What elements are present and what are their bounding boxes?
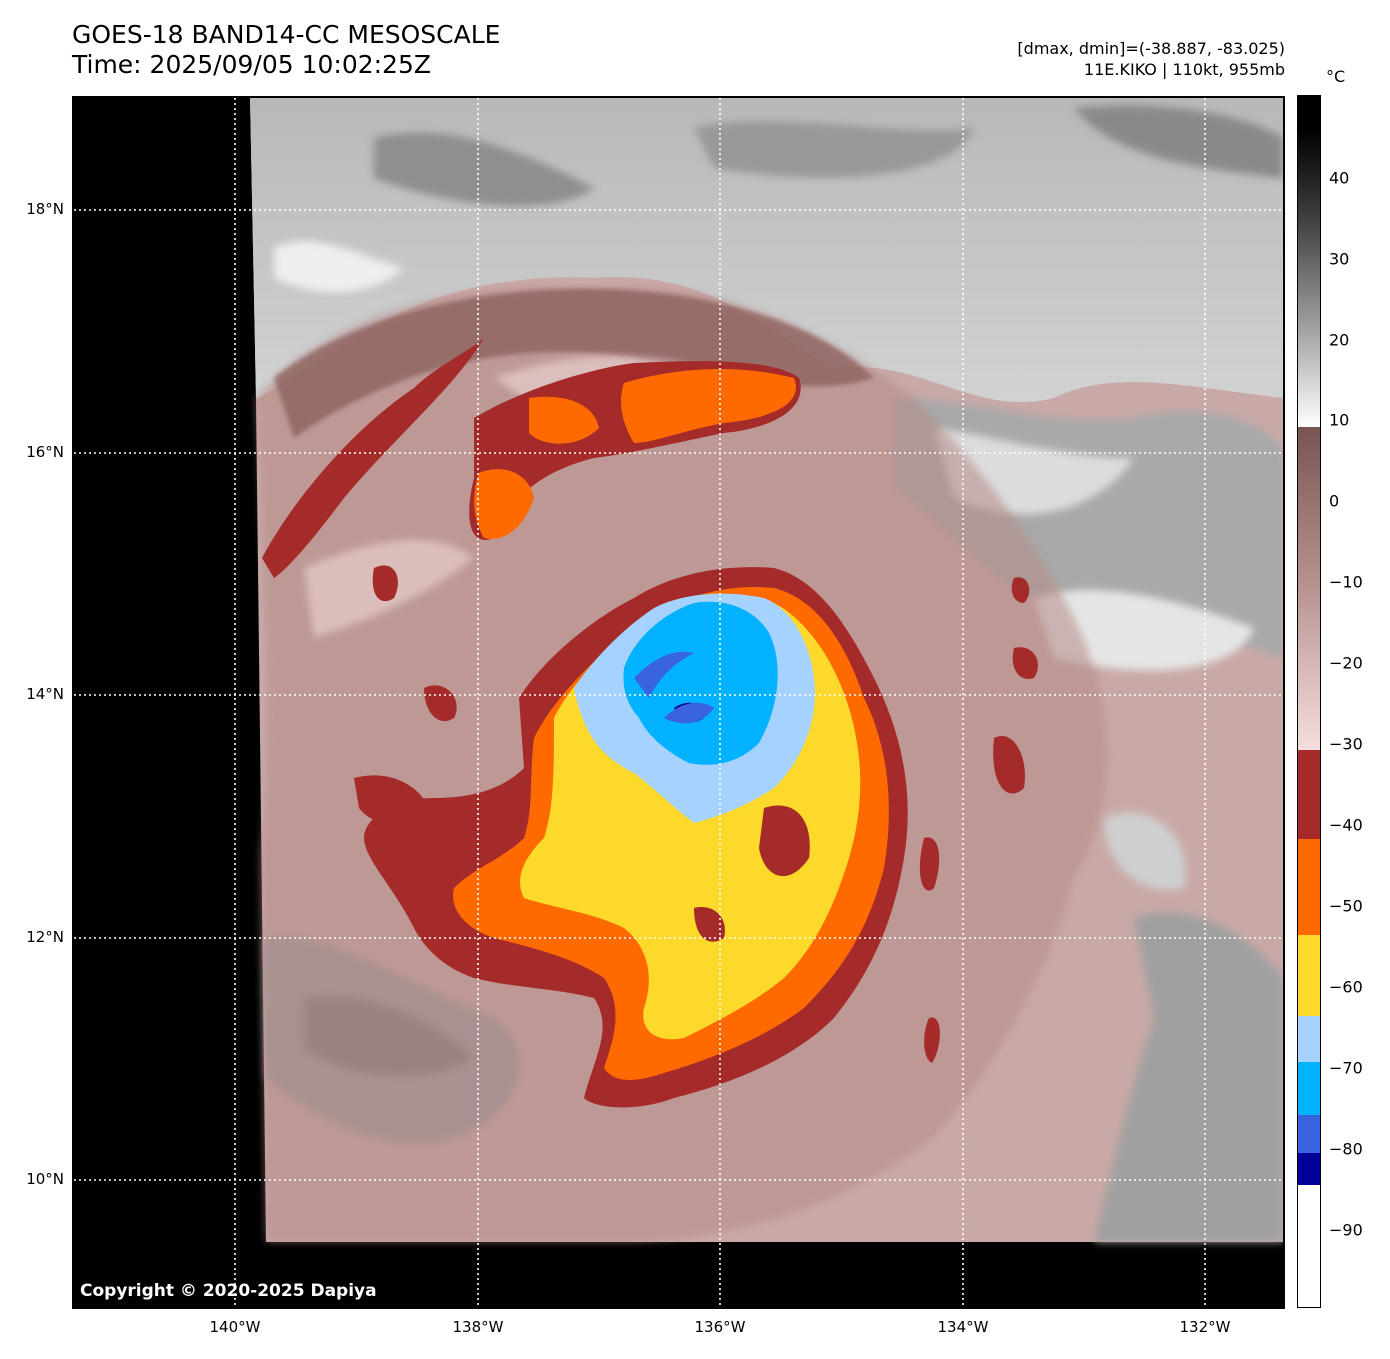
storm-info: [dmax, dmin]=(-38.887, -83.025) 11E.KIKO… xyxy=(1017,38,1285,80)
colorbar-tick-minus60: −60 xyxy=(1329,977,1363,997)
colorbar-tick-20: 20 xyxy=(1329,330,1350,350)
lat-label-16n: 16°N xyxy=(26,443,64,461)
lon-label-136w: 136°W xyxy=(694,1318,746,1336)
colorbar-tick-40: 40 xyxy=(1329,168,1350,188)
colorbar-tick-0: 0 xyxy=(1329,491,1340,511)
colorbar xyxy=(1297,95,1321,1308)
graticule xyxy=(74,98,1283,1307)
satellite-map: Copyright © 2020-2025 Dapiya xyxy=(72,96,1285,1309)
lat-label-14n: 14°N xyxy=(26,685,64,703)
lat-label-10n: 10°N xyxy=(26,1170,64,1188)
storm-name-intensity: 11E.KIKO | 110kt, 955mb xyxy=(1083,60,1285,79)
colorbar-tick-minus30: −30 xyxy=(1329,734,1363,754)
central-dense-overcast xyxy=(354,567,908,1108)
colorbar-tick-minus50: −50 xyxy=(1329,896,1363,916)
title-line-2: Time: 2025/09/05 10:02:25Z xyxy=(72,50,431,79)
lat-label-12n: 12°N xyxy=(26,928,64,946)
colorbar-unit: °C xyxy=(1326,67,1346,86)
lon-label-132w: 132°W xyxy=(1179,1318,1231,1336)
title-line-1: GOES-18 BAND14-CC MESOSCALE xyxy=(72,20,501,49)
copyright-text: Copyright © 2020-2025 Dapiya xyxy=(80,1281,377,1301)
colorbar-tick-minus70: −70 xyxy=(1329,1058,1363,1078)
lon-label-140w: 140°W xyxy=(209,1318,261,1336)
chart-title: GOES-18 BAND14-CC MESOSCALE Time: 2025/0… xyxy=(72,20,500,80)
colorbar-tick-30: 30 xyxy=(1329,249,1350,269)
colorbar-tick-minus90: −90 xyxy=(1329,1220,1363,1240)
colorbar-tick-minus40: −40 xyxy=(1329,815,1363,835)
satellite-image xyxy=(74,98,1283,1307)
lat-label-18n: 18°N xyxy=(26,200,64,218)
lon-label-138w: 138°W xyxy=(452,1318,504,1336)
outer-rainband xyxy=(262,338,1038,1063)
colorbar-tick-minus80: −80 xyxy=(1329,1139,1363,1159)
colorbar-tick-minus10: −10 xyxy=(1329,572,1363,592)
colorbar-tick-10: 10 xyxy=(1329,410,1350,430)
colorbar-gradient xyxy=(1298,96,1320,1307)
data-range-text: [dmax, dmin]=(-38.887, -83.025) xyxy=(1017,39,1285,58)
lon-label-134w: 134°W xyxy=(937,1318,989,1336)
colorbar-tick-minus20: −20 xyxy=(1329,653,1363,673)
